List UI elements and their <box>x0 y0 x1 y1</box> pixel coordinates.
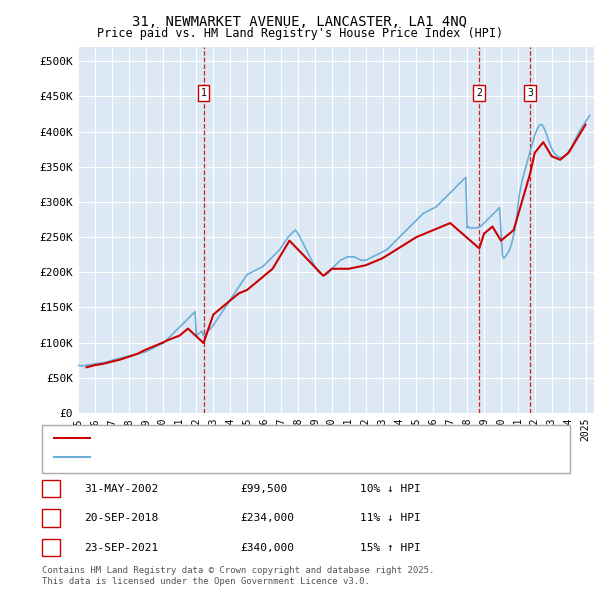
Text: 10% ↓ HPI: 10% ↓ HPI <box>360 484 421 493</box>
Text: 23-SEP-2021: 23-SEP-2021 <box>84 543 158 552</box>
Text: HPI: Average price, detached house, Lancaster: HPI: Average price, detached house, Lanc… <box>96 453 377 462</box>
Text: 3: 3 <box>527 88 533 98</box>
Text: 1: 1 <box>47 484 55 493</box>
Text: 2: 2 <box>47 513 55 523</box>
Text: 11% ↓ HPI: 11% ↓ HPI <box>360 513 421 523</box>
Text: £234,000: £234,000 <box>240 513 294 523</box>
Text: 31-MAY-2002: 31-MAY-2002 <box>84 484 158 493</box>
Text: £99,500: £99,500 <box>240 484 287 493</box>
Text: Contains HM Land Registry data © Crown copyright and database right 2025.
This d: Contains HM Land Registry data © Crown c… <box>42 566 434 586</box>
Text: 20-SEP-2018: 20-SEP-2018 <box>84 513 158 523</box>
Text: 1: 1 <box>200 88 206 98</box>
Text: 15% ↑ HPI: 15% ↑ HPI <box>360 543 421 552</box>
Text: 31, NEWMARKET AVENUE, LANCASTER, LA1 4NQ: 31, NEWMARKET AVENUE, LANCASTER, LA1 4NQ <box>133 15 467 29</box>
Text: Price paid vs. HM Land Registry's House Price Index (HPI): Price paid vs. HM Land Registry's House … <box>97 27 503 40</box>
Text: £340,000: £340,000 <box>240 543 294 552</box>
Text: 3: 3 <box>47 543 55 552</box>
Text: 31, NEWMARKET AVENUE, LANCASTER, LA1 4NQ (detached house): 31, NEWMARKET AVENUE, LANCASTER, LA1 4NQ… <box>96 433 452 442</box>
Text: 2: 2 <box>476 88 482 98</box>
